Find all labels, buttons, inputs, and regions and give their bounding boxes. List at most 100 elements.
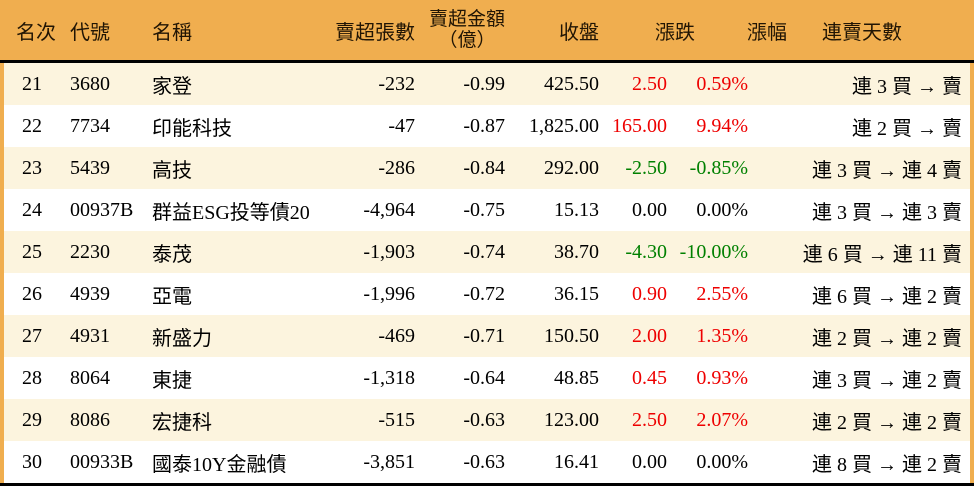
cell-change: -4.30	[625, 240, 667, 263]
table-row: 27 4931 新盛力 -469 -0.71 150.50 2.00 1.35% 連 2 買 →…	[4, 315, 970, 357]
cell-streak: 連 3 買 → 連 2 賣	[812, 369, 962, 392]
header-sell-amount-line1: 賣超金額	[428, 8, 505, 30]
cell-close: 48.85	[554, 366, 599, 389]
header-name-label: 名稱	[152, 21, 192, 44]
cell-change-pct: 0.00%	[696, 198, 748, 221]
cell-streak: 連 3 買 → 連 3 賣	[812, 201, 962, 224]
cell-code: 3680	[70, 72, 110, 95]
cell-sell-volume: -3,851	[363, 450, 415, 473]
header-row: 名次 代號 名稱 賣超張數 賣超金額 （億） 收盤 漲跌 漲幅 連賣天數	[4, 0, 970, 60]
cell-rank: 29	[22, 408, 42, 431]
table-body: 21 3680 家登 -232 -0.99 425.50 2.50 0.59% 連 3 買 → …	[4, 63, 970, 483]
table-row: 28 8064 東捷 -1,318 -0.64 48.85 0.45 0.93% 連 3 買 →…	[4, 357, 970, 399]
header-sell-amount-line2: （億）	[438, 30, 496, 51]
table-row: 26 4939 亞電 -1,996 -0.72 36.15 0.90 2.55% 連 6 買 →…	[4, 273, 970, 315]
header-close: 收盤	[513, 0, 605, 60]
cell-sell-volume: -469	[378, 324, 415, 347]
cell-code: 8086	[70, 408, 110, 431]
sell-over-ranking-table: 名次 代號 名稱 賣超張數 賣超金額 （億） 收盤 漲跌 漲幅 連賣天數	[0, 0, 974, 486]
cell-change-pct: 1.35%	[696, 324, 748, 347]
cell-rank: 23	[22, 156, 42, 179]
body-table: 21 3680 家登 -232 -0.99 425.50 2.50 0.59% 連 3 買 → …	[4, 63, 970, 483]
cell-streak: 連 3 買 → 連 4 賣	[812, 159, 962, 182]
table-body-band: 21 3680 家登 -232 -0.99 425.50 2.50 0.59% 連 3 買 → …	[0, 63, 974, 483]
cell-change-pct: 2.55%	[696, 282, 748, 305]
header-code: 代號	[62, 0, 148, 60]
cell-name: 高技	[152, 159, 192, 182]
header-streak: 連賣天數	[754, 0, 970, 60]
cell-streak: 連 2 買 → 賣	[852, 117, 962, 140]
header-code-label: 代號	[70, 21, 110, 44]
cell-rank: 24	[22, 198, 42, 221]
cell-close: 292.00	[544, 156, 599, 179]
cell-streak: 連 6 買 → 連 11 賣	[802, 243, 962, 266]
table-row: 23 5439 高技 -286 -0.84 292.00 -2.50 -0.85% 連 3 買 …	[4, 147, 970, 189]
cell-name: 印能科技	[152, 117, 232, 140]
cell-name: 宏捷科	[152, 411, 212, 434]
cell-code: 00937B	[70, 198, 134, 221]
cell-rank: 21	[22, 72, 42, 95]
cell-sell-amount: -0.75	[463, 198, 505, 221]
cell-name: 國泰10Y金融債	[152, 453, 287, 476]
cell-close: 123.00	[544, 408, 599, 431]
cell-sell-volume: -47	[388, 114, 415, 137]
cell-name: 群益ESG投等債20	[152, 201, 310, 224]
table-row: 24 00937B 群益ESG投等債20 -4,964 -0.75 15.13 0.00 0.…	[4, 189, 970, 231]
cell-name: 泰茂	[152, 243, 192, 266]
table-row: 25 2230 泰茂 -1,903 -0.74 38.70 -4.30 -10.00% 連 6 …	[4, 231, 970, 273]
table-row: 21 3680 家登 -232 -0.99 425.50 2.50 0.59% 連 3 買 → …	[4, 63, 970, 105]
cell-sell-amount: -0.64	[463, 366, 505, 389]
cell-change-pct: 0.93%	[696, 366, 748, 389]
header-rank: 名次	[4, 0, 62, 60]
header-close-label: 收盤	[559, 21, 599, 44]
cell-name: 家登	[152, 75, 192, 98]
table-row: 30 00933B 國泰10Y金融債 -3,851 -0.63 16.41 0.00 0.00…	[4, 441, 970, 483]
cell-sell-amount: -0.72	[463, 282, 505, 305]
cell-sell-volume: -1,903	[363, 240, 415, 263]
header-change-pct: 漲幅	[673, 0, 787, 60]
cell-streak: 連 3 買 → 賣	[852, 75, 962, 98]
cell-change: 165.00	[612, 114, 667, 137]
cell-name: 新盛力	[152, 327, 212, 350]
cell-code: 5439	[70, 156, 110, 179]
cell-sell-amount: -0.84	[463, 156, 505, 179]
cell-sell-amount: -0.74	[463, 240, 505, 263]
cell-sell-volume: -4,964	[363, 198, 415, 221]
cell-close: 16.41	[554, 450, 599, 473]
cell-change: -2.50	[625, 156, 667, 179]
cell-sell-amount: -0.63	[463, 408, 505, 431]
cell-sell-volume: -232	[378, 72, 415, 95]
cell-change: 0.00	[632, 198, 667, 221]
table-header-band: 名次 代號 名稱 賣超張數 賣超金額 （億） 收盤 漲跌 漲幅 連賣天數	[0, 0, 974, 60]
header-divider-line	[0, 60, 974, 63]
cell-code: 7734	[70, 114, 110, 137]
cell-close: 36.15	[554, 282, 599, 305]
cell-sell-amount: -0.87	[463, 114, 505, 137]
cell-rank: 22	[22, 114, 42, 137]
cell-sell-volume: -1,318	[363, 366, 415, 389]
cell-streak: 連 8 買 → 連 2 賣	[812, 453, 962, 476]
cell-sell-amount: -0.99	[463, 72, 505, 95]
cell-streak: 連 6 買 → 連 2 賣	[812, 285, 962, 308]
cell-change: 2.50	[632, 72, 667, 95]
cell-change-pct: 2.07%	[696, 408, 748, 431]
cell-sell-amount: -0.71	[463, 324, 505, 347]
header-streak-label: 連賣天數	[822, 21, 902, 44]
header-sell-volume: 賣超張數	[326, 0, 421, 60]
cell-code: 4939	[70, 282, 110, 305]
cell-close: 425.50	[544, 72, 599, 95]
cell-change-pct: 9.94%	[696, 114, 748, 137]
cell-close: 38.70	[554, 240, 599, 263]
cell-rank: 25	[22, 240, 42, 263]
cell-name: 東捷	[152, 369, 192, 392]
cell-change-pct: 0.59%	[696, 72, 748, 95]
cell-change-pct: 0.00%	[696, 450, 748, 473]
cell-code: 8064	[70, 366, 110, 389]
cell-code: 4931	[70, 324, 110, 347]
cell-name: 亞電	[152, 285, 192, 308]
cell-change: 0.00	[632, 450, 667, 473]
bottom-divider-line	[0, 483, 974, 486]
cell-change: 2.00	[632, 324, 667, 347]
cell-rank: 26	[22, 282, 42, 305]
cell-sell-volume: -1,996	[363, 282, 415, 305]
